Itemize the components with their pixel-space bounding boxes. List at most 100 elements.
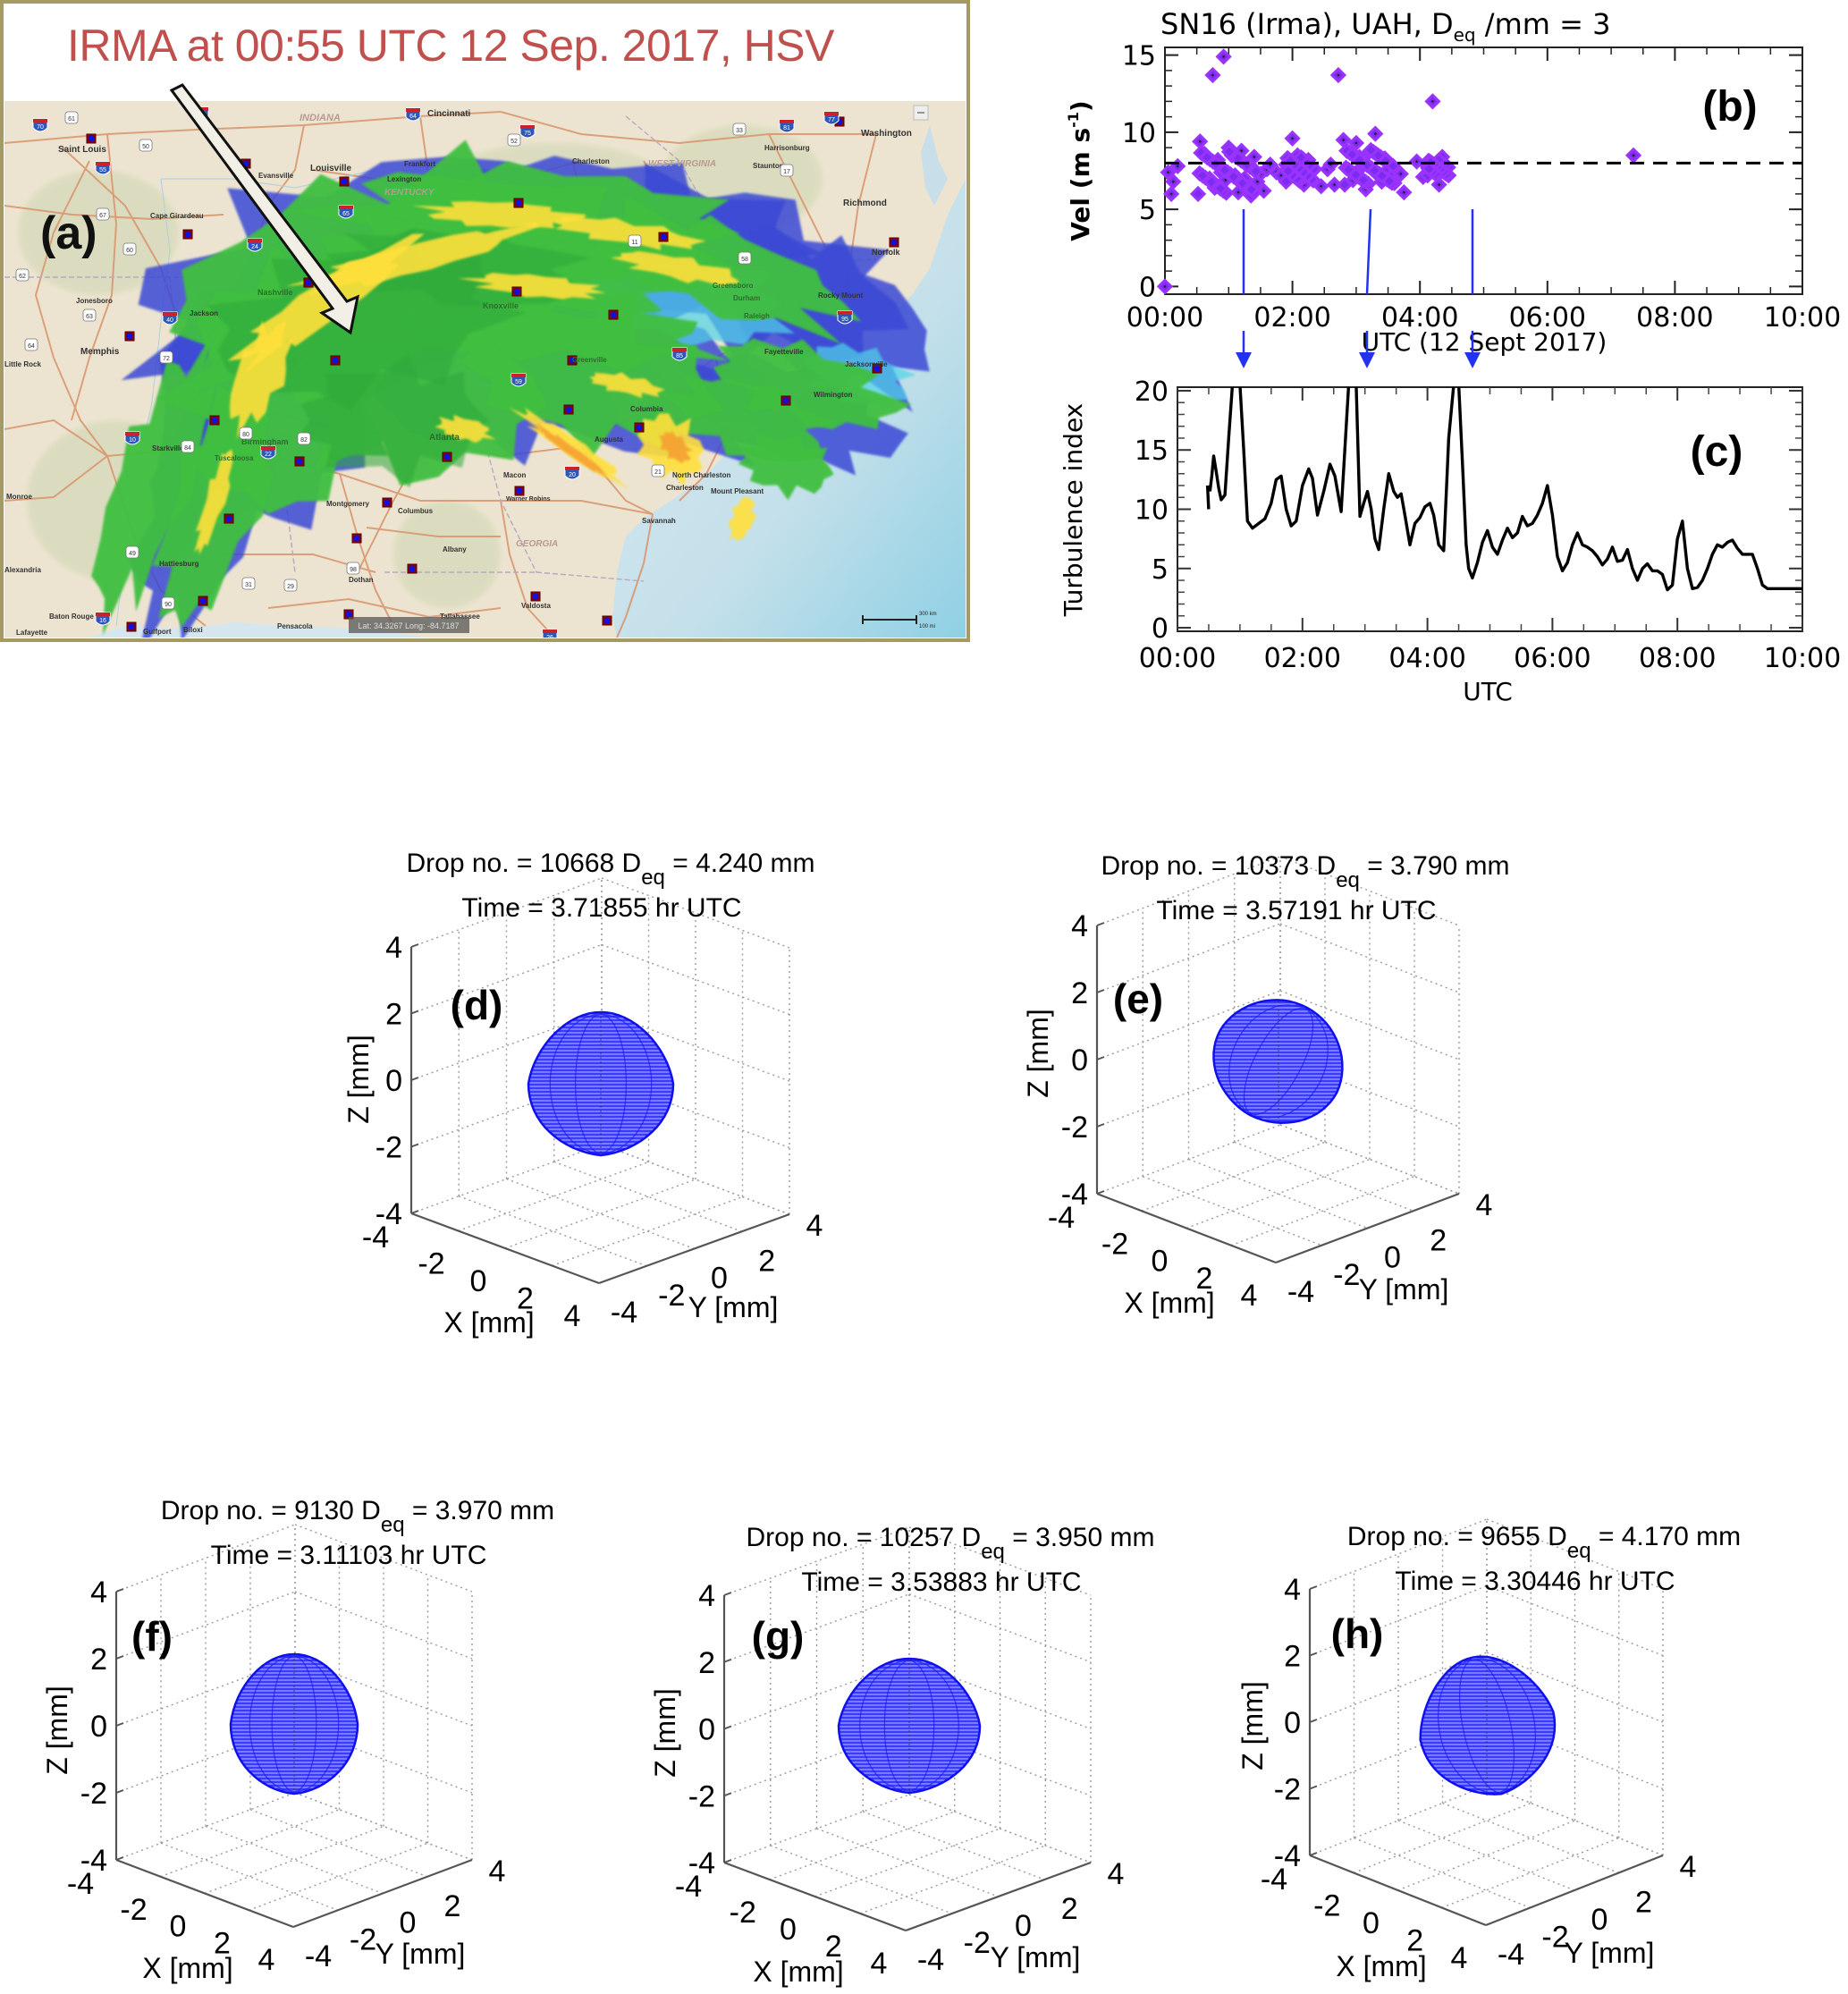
x-tick-label: 4 xyxy=(1451,1941,1468,1975)
interstate-number: 22 xyxy=(265,452,272,458)
highway-number: 11 xyxy=(631,240,637,246)
highway-shield: 67 xyxy=(96,207,110,221)
chart-c-ytick-label: 15 xyxy=(1135,435,1169,467)
city-cincinnati: Cincinnati xyxy=(427,109,471,119)
interstate-shield: 75 xyxy=(519,124,536,139)
city-little-rock: Little Rock xyxy=(4,360,41,368)
panel-label-b: (b) xyxy=(1702,83,1757,131)
interstate-number: 95 xyxy=(841,317,848,323)
chart-c-xtick-label: 08:00 xyxy=(1639,643,1716,674)
z-tick-label: 2 xyxy=(1284,1640,1301,1674)
panel-label-f: (f) xyxy=(131,1613,173,1660)
interstate-shield: 10 xyxy=(124,431,140,445)
y-tick-label: 0 xyxy=(1015,1909,1032,1943)
interstate-shield: 24 xyxy=(247,238,263,252)
chart-b-point-cluster xyxy=(1189,143,1264,202)
hsv-pointer-arrow xyxy=(169,83,360,335)
highway-number: 49 xyxy=(129,551,136,557)
highway-number: 60 xyxy=(126,248,133,254)
highway-shield: 17 xyxy=(780,164,794,177)
highway-shield: 50 xyxy=(139,139,153,152)
x-tick-label: 2 xyxy=(1196,1262,1213,1296)
interstate-shields: 7055576424406575778195852010162659226150… xyxy=(15,106,853,641)
chart-c-xlabel: UTC xyxy=(1463,677,1513,706)
interstate-number: 75 xyxy=(524,131,531,137)
z-axis-label: Z [mm] xyxy=(1236,1681,1269,1770)
chart-b-xtick-label: 06:00 xyxy=(1509,302,1586,334)
highway-shield: 52 xyxy=(507,133,521,147)
city-jonesboro: Jonesboro xyxy=(76,297,113,305)
y-tick-label: 2 xyxy=(1061,1892,1078,1926)
city-louisville: Louisville xyxy=(310,164,352,173)
city-atlanta: Atlanta xyxy=(429,433,460,443)
3d-axes xyxy=(409,943,790,1285)
city-augusta: Augusta xyxy=(595,435,624,444)
chart-c-series-line xyxy=(1205,387,1802,592)
chart-c-x-ticks: 00:00 02:00 04:00 06:00 08:00 10:00 xyxy=(1139,387,1841,674)
chart-b-xtick-label: 02:00 xyxy=(1253,302,1330,334)
highway-shield: 98 xyxy=(346,562,360,575)
interstate-shield: 81 xyxy=(779,119,795,133)
city-washington: Washington xyxy=(861,129,912,139)
z-tick-label: -2 xyxy=(1274,1773,1301,1807)
highway-number: 29 xyxy=(287,584,294,590)
interstate-shield: 20 xyxy=(564,466,580,480)
map-scale-bar: 300 km 100 mi xyxy=(862,612,937,629)
y-tick-label: -2 xyxy=(964,1926,991,1960)
highway-shield: 63 xyxy=(82,308,97,322)
radar-map: INDIANA WEST VIRGINIA KENTUCKY GEORGIA S… xyxy=(0,0,970,642)
x-tick-label: 4 xyxy=(871,1947,888,1981)
x-tick-label: -4 xyxy=(67,1867,94,1901)
y-axis-label: Y [mm] xyxy=(991,1941,1081,1973)
chart-b-xtick-label: 08:00 xyxy=(1636,302,1713,334)
y-axis-label: Y [mm] xyxy=(688,1291,779,1323)
chart-b-ytick-label: 10 xyxy=(1122,118,1156,149)
x-tick-label: -4 xyxy=(1261,1863,1287,1897)
z-axis-label: Z [mm] xyxy=(41,1686,73,1775)
interstate-shield: 40 xyxy=(162,311,178,325)
x-tick-label: 2 xyxy=(825,1930,842,1964)
interstate-number: 26 xyxy=(546,635,553,641)
city-greensboro: Greensboro xyxy=(713,282,753,290)
highway-shield: 60 xyxy=(122,242,137,256)
drop-mesh-lines xyxy=(249,1654,340,1794)
z-tick-label: -4 xyxy=(688,1846,715,1880)
z-axis-label: Z [mm] xyxy=(342,1035,375,1124)
drop-title-line2: Time = 3.53883 hr UTC xyxy=(801,1567,1081,1597)
highway-number: 64 xyxy=(28,343,35,350)
drop-mesh-lines xyxy=(1438,1656,1536,1795)
z-tick-label: -4 xyxy=(80,1844,107,1878)
x-tick-label: -2 xyxy=(418,1247,444,1281)
interstate-number: 70 xyxy=(37,124,44,131)
drop-title-line2: Time = 3.57191 hr UTC xyxy=(1156,896,1436,925)
x-tick-label: 2 xyxy=(517,1282,534,1316)
highway-shield: 11 xyxy=(628,234,642,248)
city-frankfort: Frankfort xyxy=(404,160,435,168)
chart-b-xtick-label: 04:00 xyxy=(1381,302,1458,334)
highway-shield: 49 xyxy=(125,545,139,559)
3d-axes xyxy=(1095,922,1460,1264)
highway-shield: 33 xyxy=(732,123,747,136)
3d-axes xyxy=(114,1588,473,1929)
z-tick-label: 2 xyxy=(698,1646,715,1680)
city-pensacola: Pensacola xyxy=(277,622,313,630)
z-tick-label: 0 xyxy=(1071,1043,1088,1077)
city-warner-robins: Warner Robins xyxy=(506,496,551,503)
interstate-number: 65 xyxy=(342,211,350,217)
city-raleigh: Raleigh xyxy=(744,312,770,320)
highway-number: 82 xyxy=(300,437,308,444)
z-tick-label: 0 xyxy=(1284,1706,1301,1740)
highway-shield: 64 xyxy=(24,338,38,351)
highway-number: 67 xyxy=(99,213,106,219)
time-marker-line xyxy=(1365,208,1372,295)
city-baton-rouge: Baton Rouge xyxy=(49,613,94,621)
highway-number: 58 xyxy=(741,257,748,263)
x-tick-label: -4 xyxy=(1048,1201,1075,1235)
z-tick-label: 2 xyxy=(90,1643,107,1677)
highway-number: 21 xyxy=(654,469,662,476)
